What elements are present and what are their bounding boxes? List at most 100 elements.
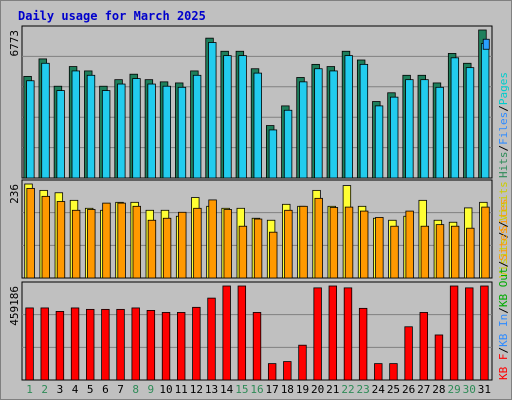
- x-tick-day-12: 12: [190, 383, 203, 396]
- bar-files-day-1: [26, 80, 35, 179]
- bar-sites-day-16: [253, 218, 263, 279]
- bar-sites-day-4: [71, 209, 81, 279]
- x-tick-day-26: 26: [402, 383, 415, 396]
- bar-sites-day-26: [405, 210, 414, 279]
- legend-entry: /: [497, 221, 510, 228]
- chart-panels: 6773Hits/Files/Pages236Visits/Sites45918…: [8, 25, 510, 381]
- legend-entry: Files: [497, 112, 510, 145]
- x-tick-day-17: 17: [266, 383, 279, 396]
- bar-sites-day-22: [344, 206, 354, 279]
- bar-sites-day-9: [147, 219, 157, 279]
- bar-files-day-8: [132, 78, 141, 179]
- bar-sites-day-19: [299, 205, 308, 279]
- x-tick-day-8: 8: [132, 383, 139, 396]
- bar-sites-day-31: [481, 206, 490, 279]
- bar-kb-f-day-16: [252, 312, 262, 381]
- bar-files-day-31: [480, 43, 490, 179]
- x-tick-day-14: 14: [220, 383, 234, 396]
- legend-entry: Sites: [497, 199, 510, 232]
- legend-entry: /: [497, 105, 510, 112]
- x-tick-day-4: 4: [72, 383, 79, 396]
- bar-kb-f-day-10: [161, 312, 171, 381]
- bar-files-day-20: [314, 68, 323, 179]
- bar-kb-f-day-29: [449, 285, 459, 381]
- bar-sites-day-28: [435, 224, 445, 279]
- panel-legend: Visits/Sites: [497, 199, 510, 279]
- bar-sites-day-8: [132, 205, 141, 279]
- bar-files-day-27: [420, 79, 429, 179]
- x-tick-day-29: 29: [447, 383, 460, 396]
- bar-kb-f-day-15: [237, 285, 247, 381]
- bar-sites-day-25: [390, 225, 399, 279]
- bar-files-day-4: [71, 70, 81, 179]
- bar-kb-f-day-23: [358, 307, 368, 381]
- x-tick-day-1: 1: [26, 383, 33, 396]
- bar-kb-f-day-31: [480, 285, 489, 381]
- bar-files-day-3: [56, 90, 65, 179]
- legend-entry: /: [497, 261, 510, 268]
- bar-sites-day-10: [162, 217, 172, 279]
- bar-files-day-22: [344, 55, 353, 179]
- x-tick-day-30: 30: [463, 383, 476, 396]
- bar-files-day-11: [177, 86, 187, 179]
- bar-kb-f-day-20: [313, 287, 322, 381]
- x-tick-day-5: 5: [87, 383, 94, 396]
- bar-kb-f-day-25: [389, 363, 398, 381]
- legend-entry: /: [497, 232, 510, 239]
- bar-sites-day-30: [466, 227, 475, 279]
- bar-kb-f-day-28: [434, 334, 444, 381]
- legend-entry: /: [497, 347, 510, 354]
- x-tick-day-13: 13: [205, 383, 218, 396]
- x-tick-day-24: 24: [372, 383, 386, 396]
- bar-sites-day-20: [314, 197, 323, 279]
- y-max-label: 6773: [8, 30, 21, 57]
- bar-kb-f-day-21: [328, 285, 337, 381]
- x-tick-day-3: 3: [57, 383, 64, 396]
- bar-files-day-26: [405, 79, 414, 179]
- x-tick-day-9: 9: [148, 383, 155, 396]
- y-max-label: 459186: [8, 286, 21, 326]
- bar-kb-f-day-18: [283, 361, 292, 381]
- bar-sites-day-7: [117, 202, 126, 279]
- bar-sites-day-21: [329, 207, 339, 279]
- bar-kb-f-day-7: [116, 308, 125, 381]
- bar-sites-day-15: [238, 225, 248, 279]
- legend-entry: Pages: [497, 72, 510, 105]
- bar-sites-day-24: [375, 217, 384, 279]
- x-tick-day-22: 22: [341, 383, 354, 396]
- x-axis-day-labels: 1 2 3 4 5 6 7 8 9 10 11 12 13 14 15 16 17 18 19 20 21 22 23 24 2…: [26, 383, 491, 396]
- bar-sites-day-6: [102, 202, 111, 279]
- bar-sites-day-2: [41, 195, 50, 279]
- bar-kb-f-day-8: [131, 307, 140, 381]
- bar-kb-f-day-1: [25, 307, 34, 381]
- x-tick-day-31: 31: [478, 383, 491, 396]
- bar-files-day-24: [374, 105, 384, 179]
- bar-kb-f-day-19: [298, 344, 307, 381]
- x-tick-day-23: 23: [357, 383, 370, 396]
- legend-entry: KB F: [497, 354, 510, 381]
- legend-entry: Visits: [497, 181, 510, 221]
- bar-kb-f-day-5: [86, 308, 95, 381]
- bar-kb-f-day-27: [419, 312, 428, 381]
- bar-files-day-2: [41, 62, 50, 179]
- bar-sites-day-3: [56, 201, 66, 279]
- bar-files-day-13: [208, 42, 217, 179]
- panel-legend: KB F/KB In/KB Out/Sites/Visits: [497, 181, 510, 380]
- bar-files-day-5: [86, 74, 96, 179]
- bar-files-day-14: [223, 55, 232, 179]
- x-tick-day-15: 15: [235, 383, 248, 396]
- legend-entry: Sites: [497, 228, 510, 261]
- bar-sites-day-13: [208, 199, 217, 279]
- bar-sites-day-5: [87, 209, 96, 279]
- x-tick-day-21: 21: [326, 383, 339, 396]
- bar-sites-day-1: [26, 187, 35, 279]
- chart-title: Daily usage for March 2025: [18, 9, 206, 23]
- x-tick-day-7: 7: [117, 383, 124, 396]
- bar-sites-day-23: [359, 210, 369, 279]
- bar-kb-f-day-3: [55, 311, 65, 381]
- bar-files-day-9: [147, 83, 156, 179]
- x-tick-day-6: 6: [102, 383, 109, 396]
- bar-sites-day-11: [178, 211, 187, 279]
